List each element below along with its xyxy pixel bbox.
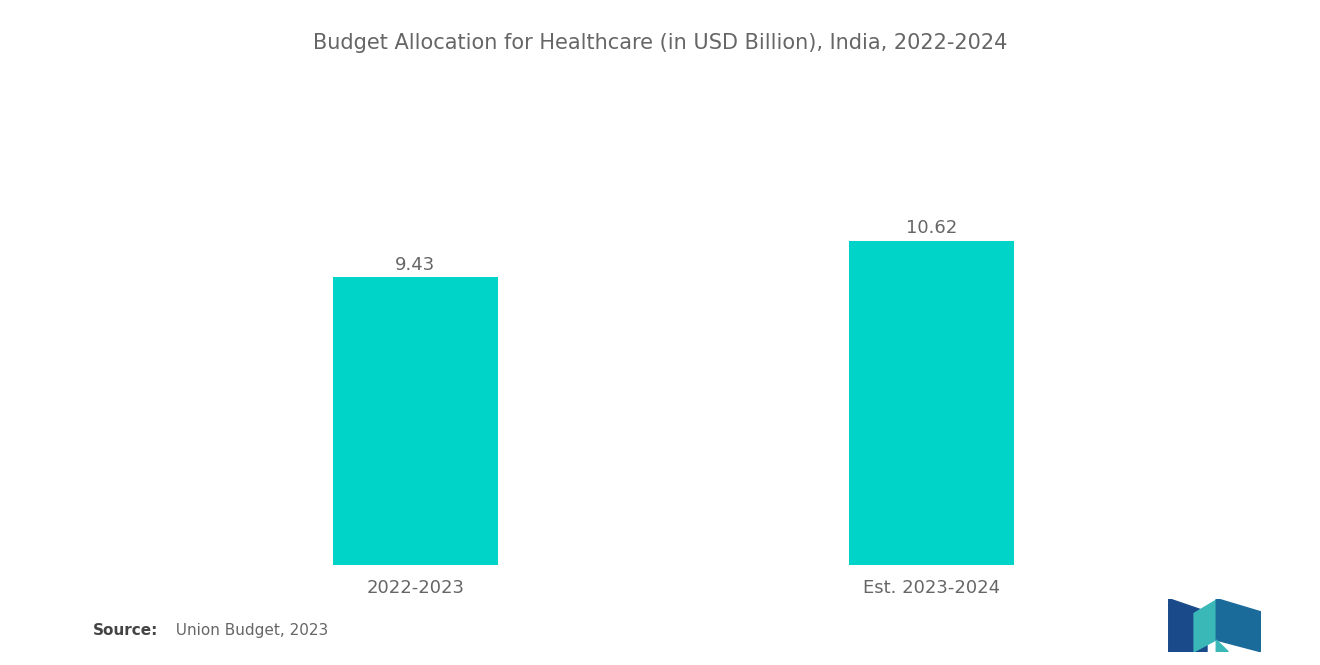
Text: 10.62: 10.62 [906,219,957,237]
Polygon shape [1168,598,1206,652]
Polygon shape [1216,640,1229,652]
Polygon shape [1216,598,1261,652]
Polygon shape [1195,598,1220,652]
Text: Union Budget, 2023: Union Budget, 2023 [166,623,329,638]
Bar [849,241,1014,565]
Bar [333,277,498,565]
Text: 9.43: 9.43 [395,255,436,273]
Text: Source:: Source: [92,623,158,638]
Text: Budget Allocation for Healthcare (in USD Billion), India, 2022-2024: Budget Allocation for Healthcare (in USD… [313,33,1007,53]
